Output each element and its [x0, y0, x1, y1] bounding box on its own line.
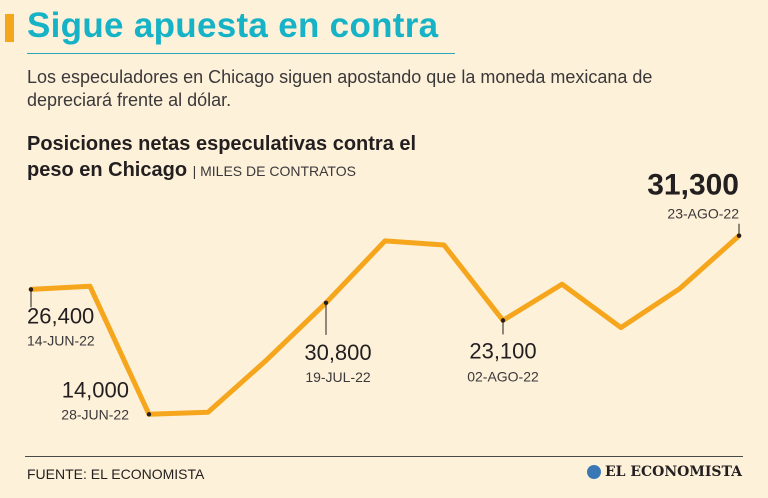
- annotation-date: 02-AGO-22: [467, 368, 539, 384]
- title-underline: [27, 53, 455, 54]
- data-point: [560, 282, 565, 287]
- annotation-dot: [500, 318, 506, 323]
- footer-divider: [25, 456, 743, 457]
- data-point: [265, 357, 270, 362]
- annotation-value: 26,400: [27, 303, 94, 328]
- chart-unit-label: | MILES DE CONTRATOS: [192, 163, 356, 179]
- data-point: [383, 238, 388, 243]
- annotation-date: 19-JUL-22: [305, 369, 371, 385]
- annotation-dot: [323, 300, 329, 306]
- annotation-value: 31,300: [647, 169, 739, 202]
- annotation-value: 23,100: [469, 338, 536, 363]
- annotation-dot: [28, 287, 34, 292]
- page-title: Sigue apuesta en contra: [27, 6, 439, 45]
- series-line: [28, 233, 742, 417]
- annotation-value: 30,800: [304, 340, 371, 365]
- page-subtitle: Los especuladores en Chicago siguen apos…: [27, 67, 653, 110]
- data-point: [442, 243, 447, 248]
- logo-text: EL ECONOMISTA: [604, 464, 742, 480]
- data-point: [678, 286, 683, 291]
- annotation-dot: [736, 233, 742, 238]
- annotation-dot: [146, 412, 152, 417]
- data-point: [88, 284, 93, 289]
- annotation-date: 28-JUN-22: [61, 406, 129, 422]
- data-point: [619, 325, 624, 330]
- chart-title: Posiciones netas especulativas contra el…: [27, 131, 467, 184]
- source-note: FUENTE: EL ECONOMISTA: [27, 466, 205, 482]
- logo-mark-icon: [586, 465, 601, 479]
- data-point: [206, 410, 211, 415]
- chart-title-main: Posiciones netas especulativas contra el…: [27, 133, 417, 181]
- annotation-date: 14-JUN-22: [27, 332, 95, 348]
- annotation-value: 14,000: [62, 377, 129, 402]
- title-accent-bar: [5, 14, 14, 42]
- publisher-logo: EL ECONOMISTA: [586, 464, 742, 480]
- annotation-date: 23-AGO-22: [667, 206, 739, 222]
